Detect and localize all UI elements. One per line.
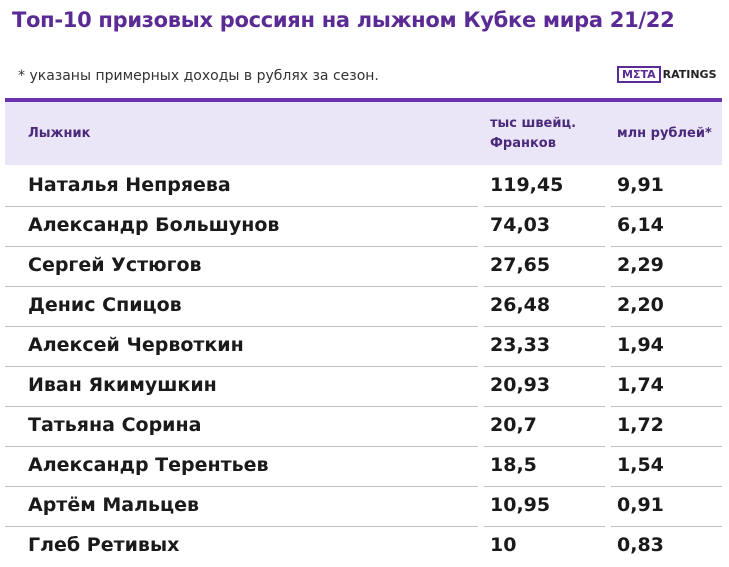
row-separator — [611, 406, 722, 407]
table-cell: 0,83 — [617, 534, 664, 556]
table-cell: Глеб Ретивых — [28, 534, 180, 556]
table-cell: Артём Мальцев — [28, 494, 199, 516]
row-separator — [5, 286, 478, 287]
row-separator — [484, 446, 605, 447]
row-separator — [5, 486, 478, 487]
table-cell: Наталья Непряева — [28, 174, 231, 196]
table-cell: Александр Терентьев — [28, 454, 269, 476]
row-separator — [484, 526, 605, 527]
table-cell: 26,48 — [490, 294, 551, 316]
row-separator — [5, 406, 478, 407]
table-cell: 1,54 — [617, 454, 664, 476]
table-cell: 6,14 — [617, 214, 664, 236]
table-cell: 27,65 — [490, 254, 551, 276]
table-cell: 10 — [490, 534, 517, 556]
column-header: Лыжник — [28, 126, 91, 141]
table-cell: 1,72 — [617, 414, 664, 436]
table-cell: 119,45 — [490, 174, 564, 196]
table-cell: 9,91 — [617, 174, 664, 196]
note: * указаны примерных доходы в рублях за с… — [18, 68, 379, 84]
logo-text: RATINGS — [660, 68, 717, 81]
row-separator — [611, 246, 722, 247]
logo: MΣTA RATINGS — [617, 66, 717, 83]
table-cell: 20,7 — [490, 414, 537, 436]
table-cell: 1,94 — [617, 334, 664, 356]
table-header — [5, 102, 722, 165]
row-separator — [611, 526, 722, 527]
row-separator — [484, 366, 605, 367]
table-cell: 23,33 — [490, 334, 551, 356]
row-separator — [5, 246, 478, 247]
row-separator — [5, 206, 478, 207]
table-cell: 0,91 — [617, 494, 664, 516]
column-header: тыс швейц. — [490, 116, 577, 131]
table-cell: Александр Большунов — [28, 214, 280, 236]
row-separator — [611, 486, 722, 487]
title: Топ-10 призовых россиян на лыжном Кубке … — [12, 8, 675, 32]
table-cell: Денис Спицов — [28, 294, 182, 316]
row-separator — [5, 326, 478, 327]
row-separator — [484, 286, 605, 287]
table-cell: Иван Якимушкин — [28, 374, 217, 396]
table-cell: Сергей Устюгов — [28, 254, 202, 276]
row-separator — [611, 446, 722, 447]
table-cell: 2,29 — [617, 254, 664, 276]
table-cell: Татьяна Сорина — [28, 414, 202, 436]
table-cell: Алексей Червоткин — [28, 334, 244, 356]
logo-mark: MΣTA — [617, 66, 661, 83]
row-separator — [484, 246, 605, 247]
row-separator — [5, 446, 478, 447]
row-separator — [611, 286, 722, 287]
row-separator — [611, 326, 722, 327]
row-separator — [5, 366, 478, 367]
column-header: млн рублей* — [617, 126, 712, 141]
table-cell: 10,95 — [490, 494, 551, 516]
row-separator — [484, 206, 605, 207]
divider — [5, 98, 722, 102]
column-header: Франков — [490, 136, 556, 151]
table-cell: 74,03 — [490, 214, 551, 236]
table-cell: 2,20 — [617, 294, 664, 316]
row-separator — [484, 486, 605, 487]
row-separator — [484, 406, 605, 407]
row-separator — [5, 526, 478, 527]
table-cell: 20,93 — [490, 374, 551, 396]
row-separator — [484, 326, 605, 327]
row-separator — [611, 206, 722, 207]
table-cell: 18,5 — [490, 454, 537, 476]
row-separator — [611, 366, 722, 367]
table-cell: 1,74 — [617, 374, 664, 396]
